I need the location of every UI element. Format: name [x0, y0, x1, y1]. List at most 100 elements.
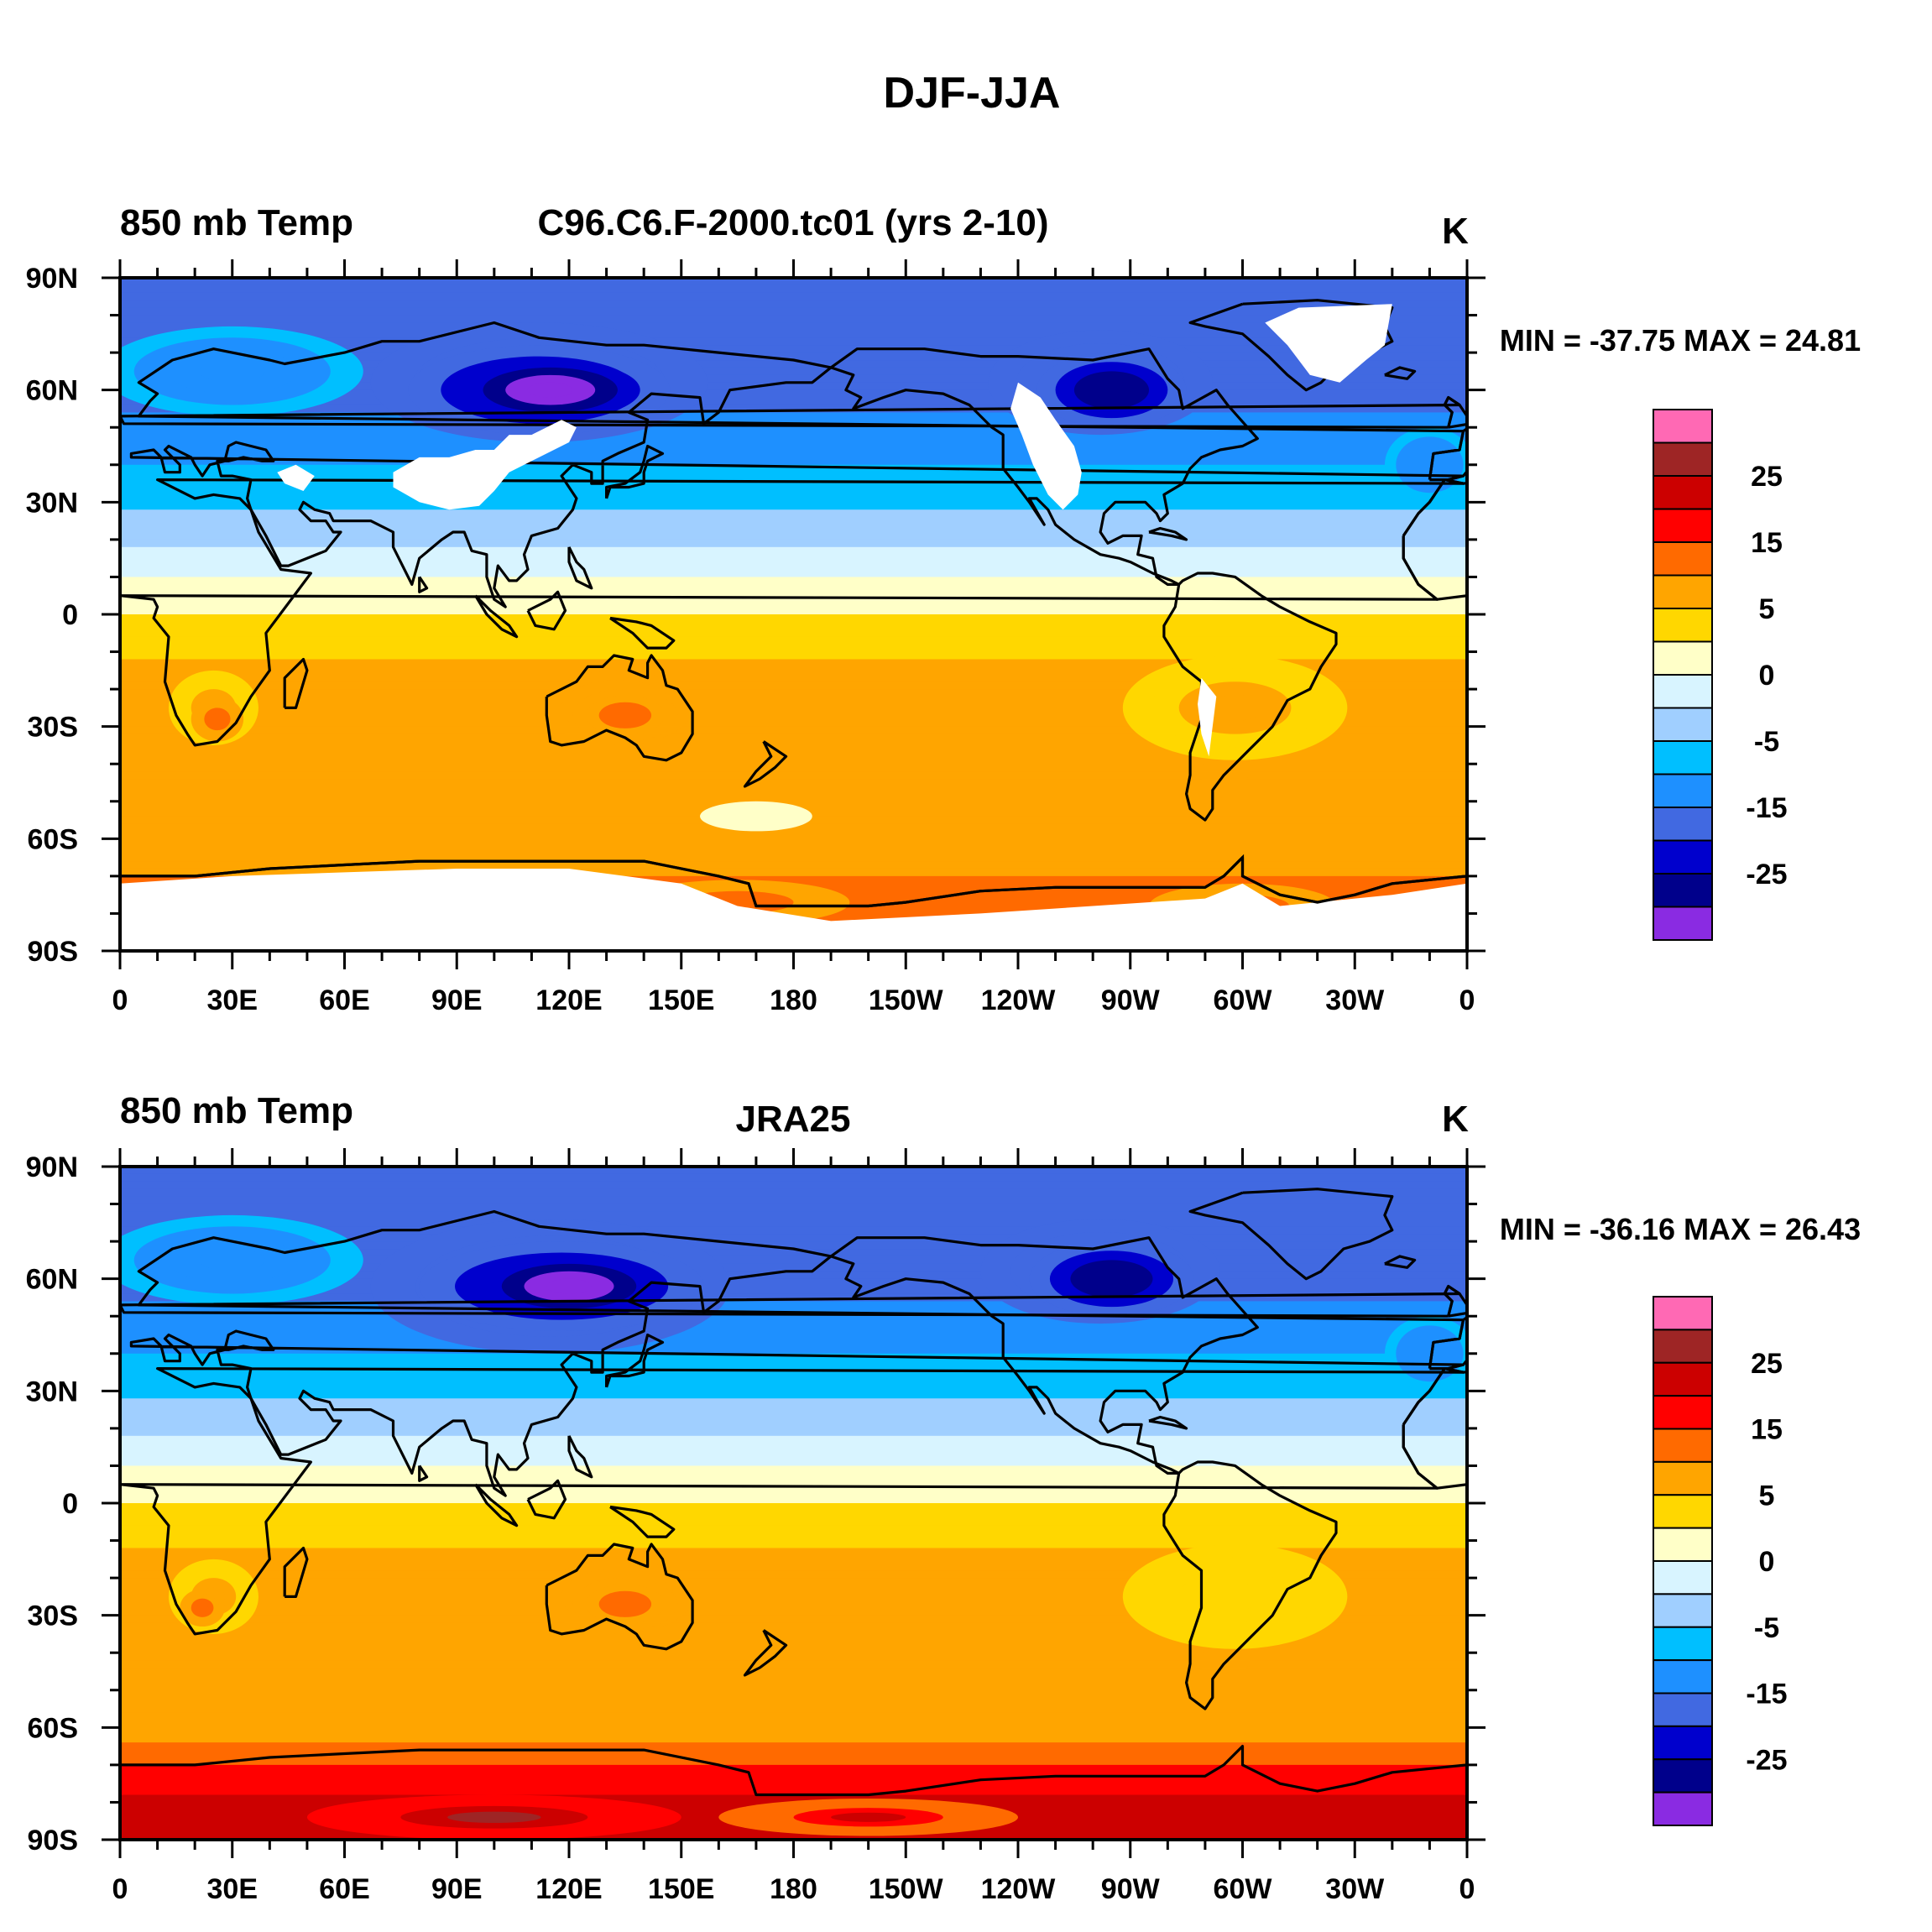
field-band: [120, 1772, 1467, 1781]
coastline-africa: [120, 478, 1465, 747]
field-band: [120, 1705, 1467, 1714]
x-tick-label: 30E: [207, 1873, 258, 1905]
x-tick-label: 150E: [648, 984, 714, 1016]
field-band: [120, 1668, 1467, 1676]
x-tick-label: 150W: [869, 1873, 944, 1905]
field-band: [120, 1413, 1467, 1422]
panel1-y-axis: 90N 60N 30N 0 30S 60S 90S: [26, 263, 1486, 968]
y-tick-label: 90N: [26, 263, 78, 295]
field-band: [120, 621, 1467, 630]
field-band: [120, 1563, 1467, 1571]
panel2-field: [120, 1167, 1467, 1840]
field-feature: [527, 382, 573, 398]
x-tick-label: 120W: [981, 984, 1057, 1016]
field-band: [120, 666, 1467, 676]
field-band: [120, 1458, 1467, 1467]
field-band: [120, 831, 1467, 840]
panel1-stats: MIN = -37.75 MAX = 24.81: [1500, 323, 1861, 358]
y-tick-label: 30N: [26, 487, 78, 519]
field-band: [120, 681, 1467, 690]
field-band: [120, 322, 1467, 332]
field-band: [120, 697, 1467, 705]
y-tick-label: 30N: [26, 1376, 78, 1407]
field-band: [120, 1331, 1467, 1339]
colorbar-label: 25: [1751, 461, 1783, 493]
field-band: [120, 1503, 1467, 1512]
field-band: [120, 1794, 1467, 1804]
field-band: [120, 875, 1467, 885]
colorbar-label: -5: [1754, 1612, 1779, 1644]
coastline-madagascar: [283, 1546, 309, 1598]
coastline-australia: [545, 654, 694, 762]
field-band: [120, 1735, 1467, 1743]
field-band: [120, 360, 1467, 368]
field-band: [120, 1435, 1467, 1444]
coastline-sumatra: [474, 1483, 519, 1527]
y-tick-label: 60S: [28, 1712, 79, 1744]
field-band: [120, 1301, 1467, 1310]
field-band: [120, 1286, 1467, 1295]
field-band: [120, 1637, 1467, 1647]
field-band: [120, 1630, 1467, 1639]
field-band: [120, 1570, 1467, 1579]
x-tick-label: 60E: [319, 984, 370, 1016]
field-band: [120, 614, 1467, 623]
colorbar-label: -25: [1746, 859, 1787, 890]
field-band: [120, 427, 1467, 436]
field-band: [120, 1376, 1467, 1385]
field-feature: [1093, 380, 1130, 399]
colorbar-label: 0: [1759, 1546, 1775, 1578]
field-feature: [612, 708, 639, 723]
field-band: [120, 315, 1467, 324]
missing-data-area: [1010, 382, 1082, 510]
colorbar-label: -15: [1746, 1679, 1787, 1710]
missing-data-area: [120, 869, 1467, 951]
field-band: [120, 1750, 1467, 1758]
field-band: [120, 449, 1467, 458]
field-feature: [1207, 694, 1264, 721]
y-tick-label: 0: [62, 1488, 78, 1520]
field-band: [120, 689, 1467, 697]
coastline-iceland: [1384, 366, 1417, 380]
y-tick-label: 30S: [28, 1600, 79, 1632]
colorbar-box: [1653, 1659, 1713, 1694]
field-band: [120, 1480, 1467, 1489]
field-band: [120, 345, 1467, 353]
colorbar-box: [1653, 873, 1713, 908]
field-band: [120, 546, 1467, 556]
colorbar-box: [1653, 1725, 1713, 1761]
field-band: [120, 435, 1467, 443]
colorbar-box: [1653, 1560, 1713, 1595]
field-band: [120, 479, 1467, 488]
field-band: [120, 1615, 1467, 1624]
coastline-madagascar: [283, 657, 309, 709]
colorbar-box: [1653, 1692, 1713, 1727]
field-band: [120, 1525, 1467, 1534]
panel1-field: [120, 278, 1467, 951]
field-band: [120, 1420, 1467, 1429]
x-tick-label: 90E: [431, 1873, 483, 1905]
field-band: [120, 554, 1467, 563]
missing-data-area: [393, 420, 577, 510]
colorbar-box: [1653, 773, 1713, 808]
field-band: [120, 726, 1467, 735]
field-band: [120, 1473, 1467, 1482]
colorbar-box: [1653, 839, 1713, 875]
coastline-philippines: [567, 1435, 593, 1479]
field-band: [120, 1219, 1467, 1228]
field-band: [120, 1600, 1467, 1609]
field-band: [120, 1196, 1467, 1205]
field-band: [120, 1271, 1467, 1280]
x-tick-label: 0: [1459, 984, 1475, 1016]
field-band: [120, 412, 1467, 421]
field-band: [120, 502, 1467, 511]
panel2-center-title: JRA25: [736, 1099, 851, 1140]
field-band: [120, 779, 1467, 787]
field-feature: [831, 1812, 906, 1822]
field-band: [120, 1338, 1467, 1347]
panel2-units: K: [1442, 1099, 1469, 1140]
field-band: [120, 494, 1467, 504]
field-feature: [612, 1597, 639, 1611]
field-band: [120, 1742, 1467, 1751]
y-tick-label: 90N: [26, 1151, 78, 1183]
